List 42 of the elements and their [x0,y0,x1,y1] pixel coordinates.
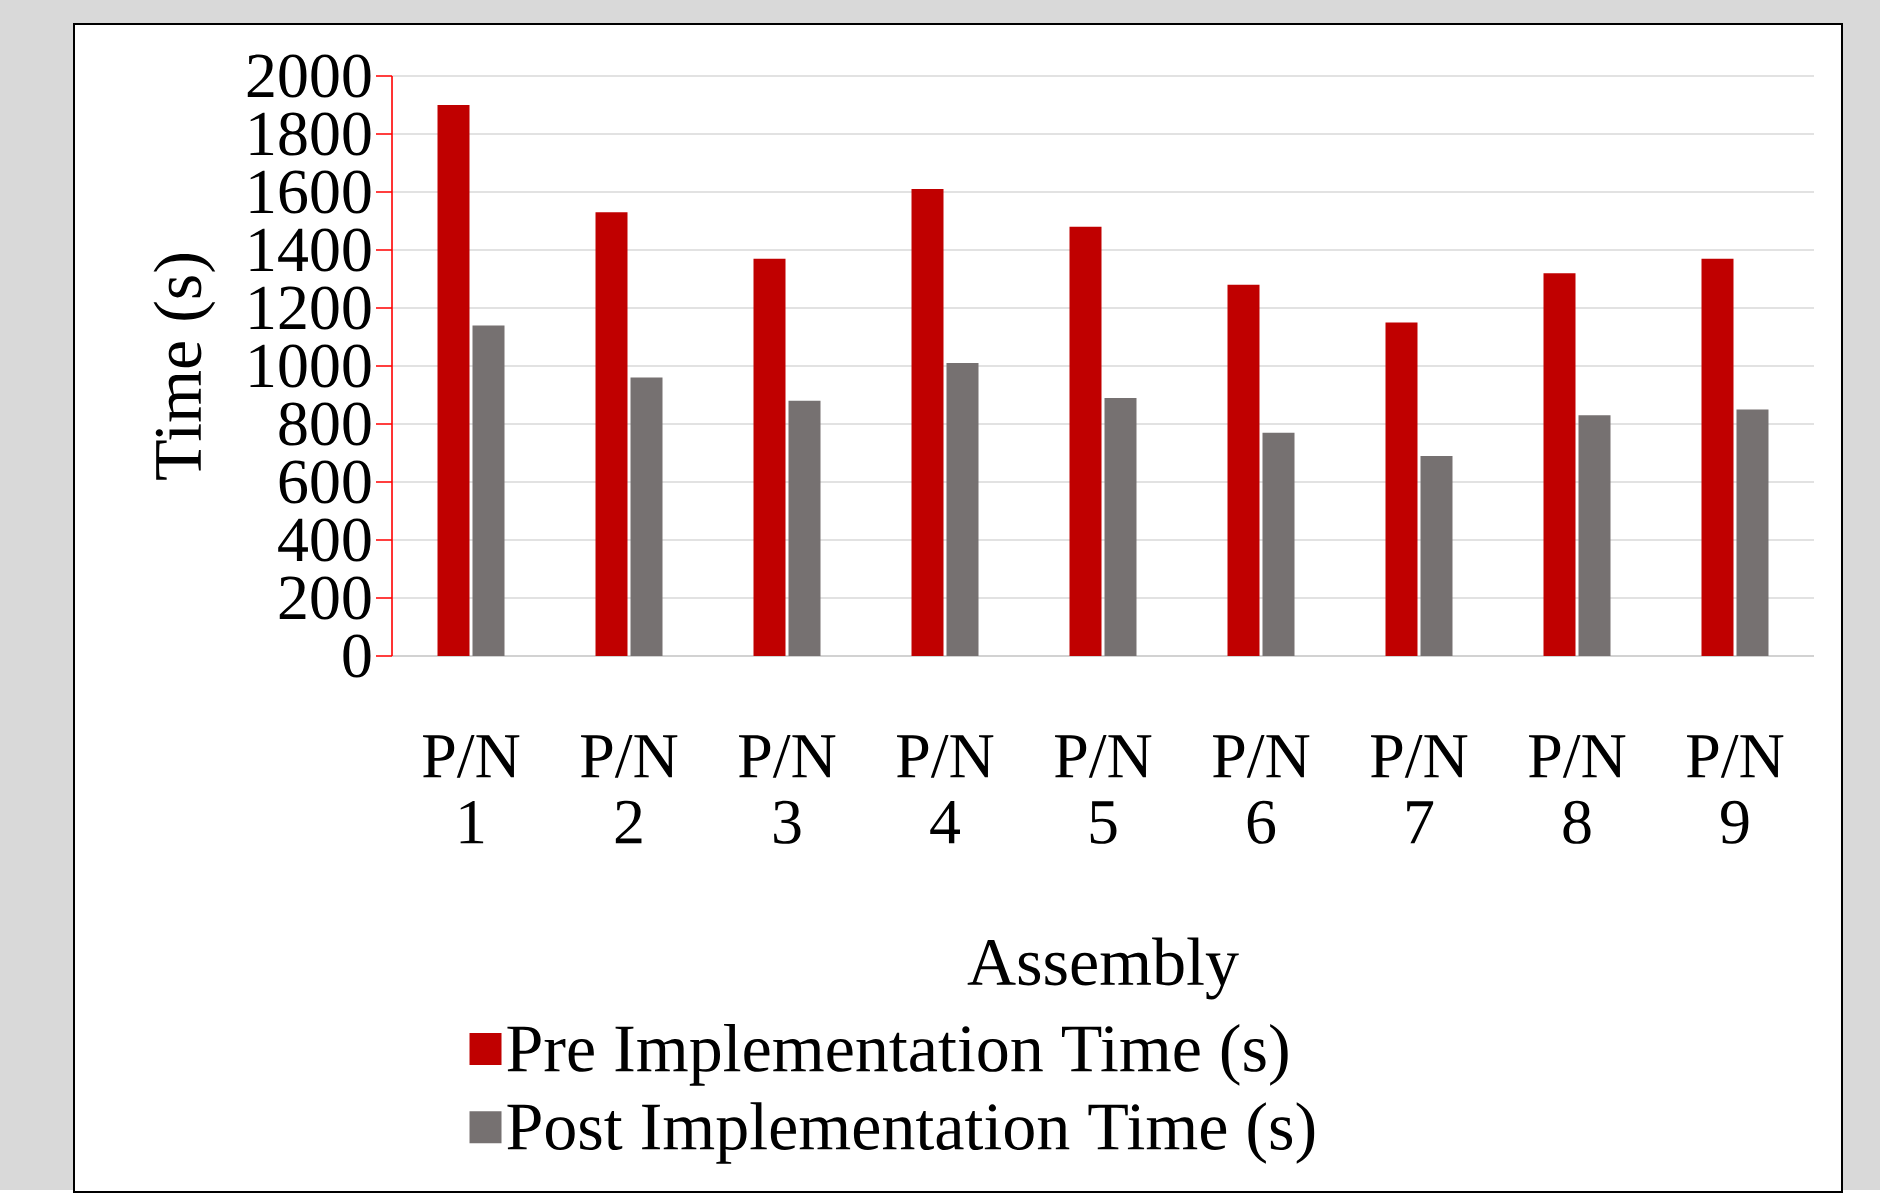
x-tick-label: P/N 5 [1055,735,1152,844]
x-tick-label: P/N 1 [423,735,520,844]
y-axis-title: Time (s) [153,254,216,480]
y-tick-label: 1600 [250,170,371,214]
y-tick-label: 800 [279,402,371,446]
bar [753,258,786,656]
y-tick-label: 200 [279,576,371,620]
y-tick-label: 1400 [250,228,371,272]
y-tick-label: 1200 [250,286,371,330]
bar [472,325,505,656]
bar [1262,432,1295,656]
y-tick-label: 400 [278,518,371,562]
x-tick-label: P/N 6 [1213,735,1310,844]
bar [1069,226,1102,656]
bar [1578,415,1611,656]
bar [946,363,979,656]
bar [788,400,821,656]
x-tick-label: P/N 4 [897,735,994,844]
y-tick-label: 0 [343,634,371,678]
x-tick-label: P/N 3 [739,735,836,844]
bar [1736,409,1769,656]
legend-label: Post Implementation Time (s) [507,1102,1315,1164]
bar [1543,273,1576,656]
x-tick-label: P/N 7 [1371,735,1468,844]
y-tick-label: 1000 [250,344,371,388]
x-tick-label: P/N 8 [1529,735,1626,844]
x-axis-title: Assembly [967,937,1239,1000]
bar [1420,455,1453,656]
y-tick-label: 600 [279,460,371,504]
x-tick-label: P/N 2 [581,735,678,844]
x-tick-label: P/N 9 [1687,735,1784,844]
bar [630,377,663,656]
bar [911,189,944,656]
bar [1227,284,1260,656]
bar [1701,258,1734,656]
bar [437,104,470,656]
legend-label: Pre Implementation Time (s) [507,1023,1288,1086]
y-tick-label: 1800 [250,112,371,156]
bar [1104,397,1137,656]
bar [595,212,628,656]
bar [1385,322,1418,656]
y-tick-label: 2000 [247,54,371,98]
